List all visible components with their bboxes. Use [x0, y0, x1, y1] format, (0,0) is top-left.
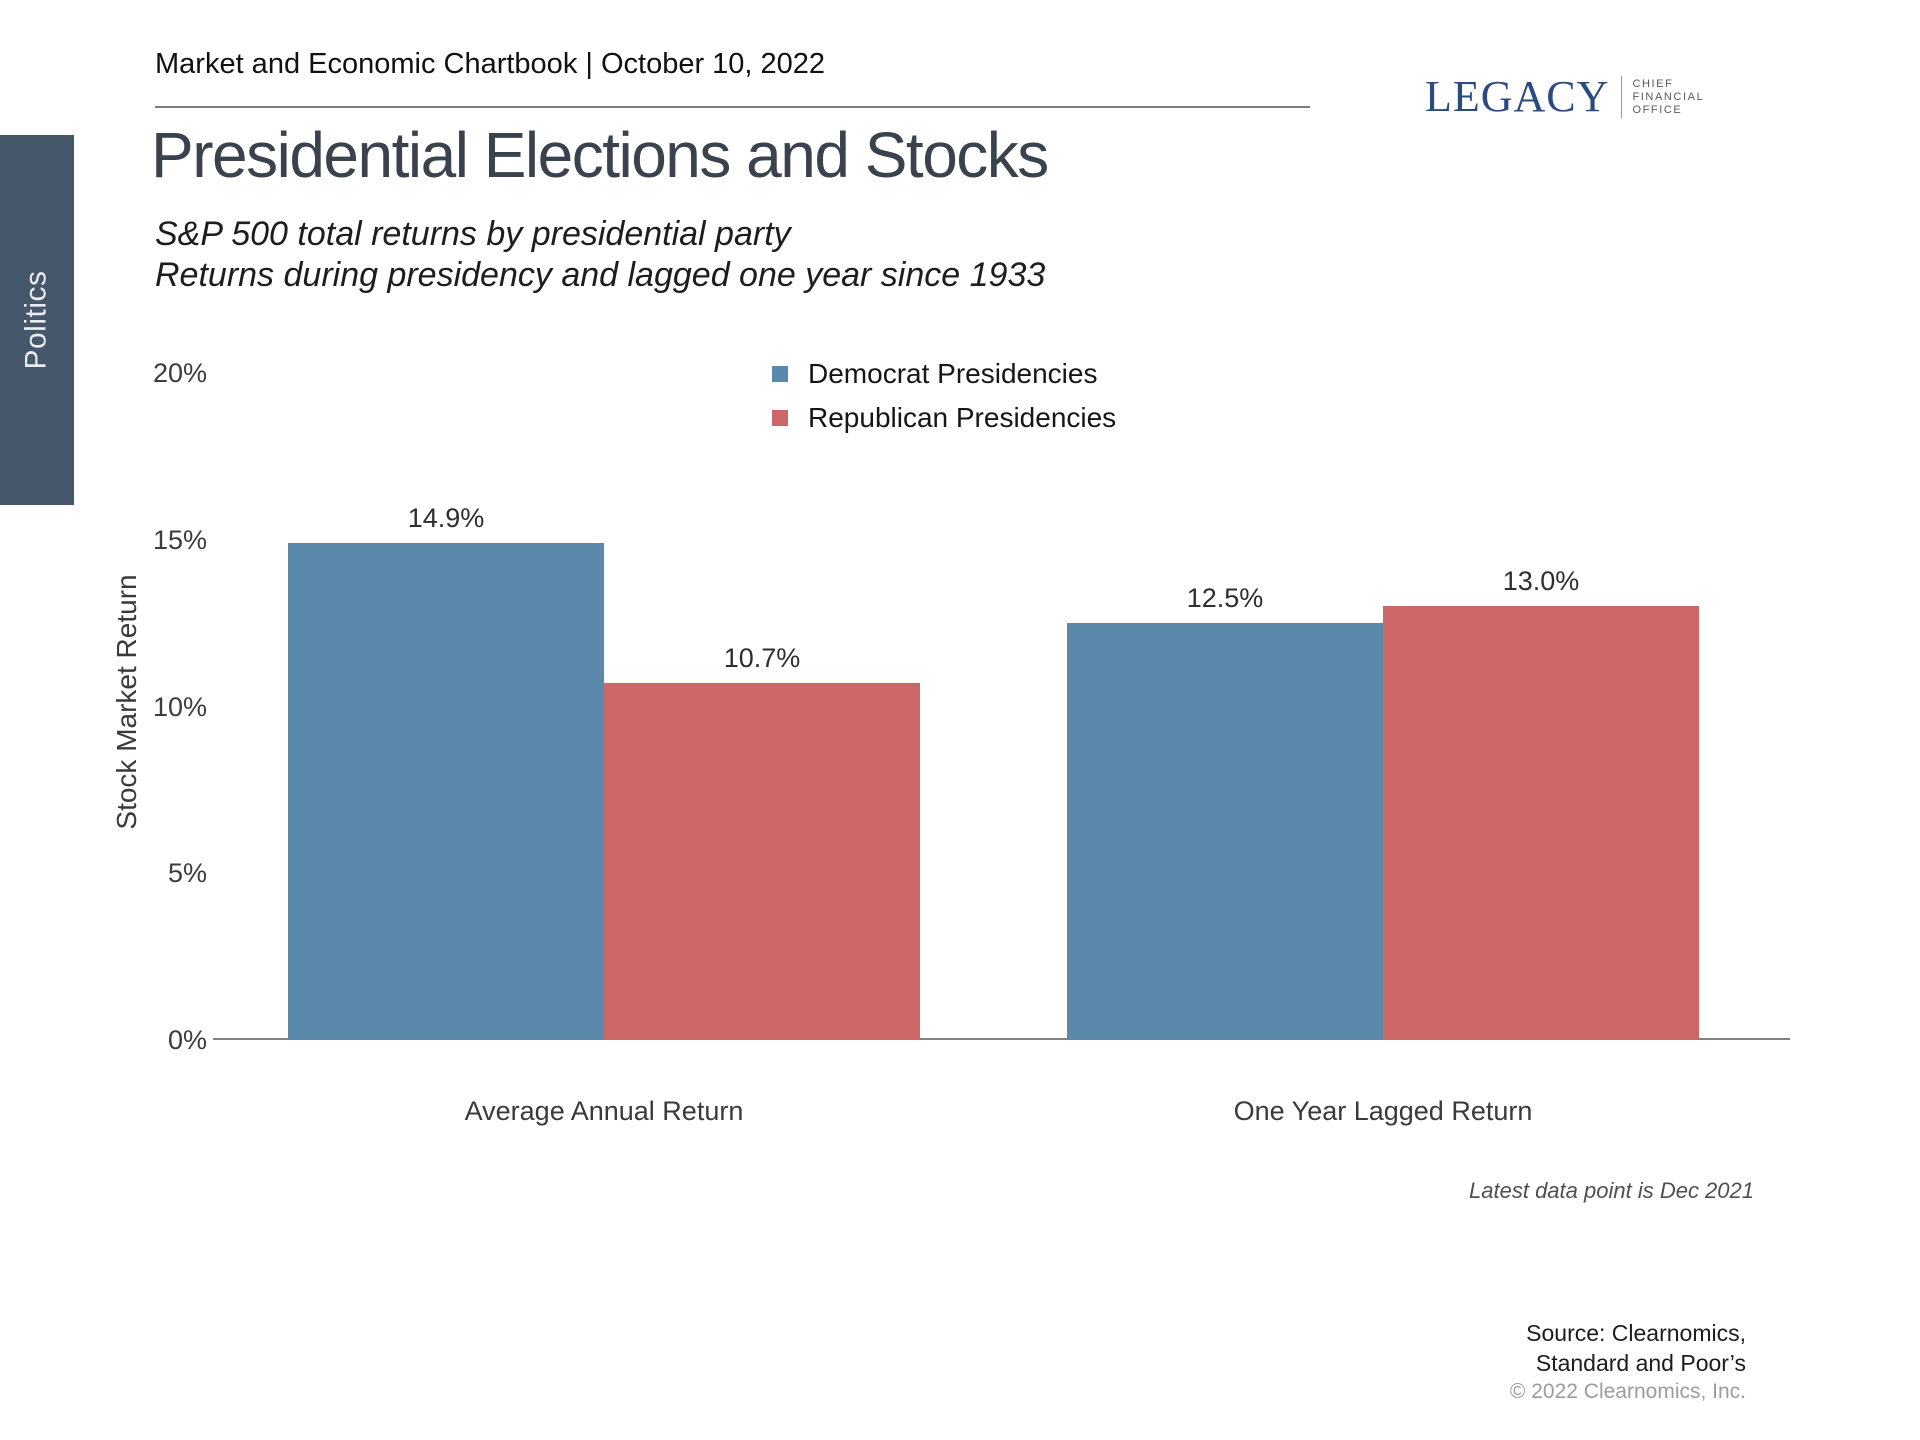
bar-value-label: 14.9% — [407, 503, 485, 533]
bar-republican-presidencies-average-annual-return — [604, 683, 920, 1040]
subtitle-line-2: Returns during presidency and lagged one… — [155, 256, 1046, 294]
bar-value-label: 13.0% — [1502, 566, 1580, 596]
logo-suffix-line: OFFICE — [1632, 103, 1683, 116]
page-title: Presidential Elections and Stocks — [151, 119, 1049, 191]
copyright-line: © 2022 Clearnomics, Inc. — [1509, 1380, 1746, 1403]
democrat-swatch-icon — [772, 366, 788, 382]
source-line-1: Source: Clearnomics, — [1526, 1320, 1746, 1346]
logo-suffix-line: CHIEF — [1632, 77, 1674, 90]
logo-brand-text: LEGACY — [1425, 72, 1610, 121]
y-tick-label: 20% — [152, 358, 207, 388]
x-axis-line — [213, 1038, 1790, 1040]
legend-item-republican: Republican Presidencies — [772, 396, 1116, 440]
y-tick-label: 10% — [152, 692, 207, 722]
logo-suffix-text: CHIEF FINANCIAL OFFICE — [1632, 78, 1704, 117]
sidebar-tab-politics[interactable]: Politics — [0, 135, 74, 505]
bar-democrat-presidencies-one-year-lagged-return — [1067, 623, 1383, 1040]
subtitle-line-1: S&P 500 total returns by presidential pa… — [155, 215, 791, 253]
logo-divider — [1621, 76, 1623, 118]
republican-swatch-icon — [772, 410, 788, 426]
bar-democrat-presidencies-average-annual-return — [288, 543, 604, 1040]
logo-suffix-line: FINANCIAL — [1632, 90, 1705, 103]
chart-legend: Democrat Presidencies Republican Preside… — [772, 352, 1116, 440]
bar-value-label: 10.7% — [723, 643, 801, 673]
legend-label: Republican Presidencies — [808, 402, 1117, 433]
legacy-logo: LEGACY CHIEF FINANCIAL OFFICE — [1425, 72, 1704, 121]
chartbook-header: Market and Economic Chartbook | October … — [155, 48, 826, 80]
source-attribution: Source: Clearnomics, Standard and Poor’s… — [1510, 1318, 1746, 1406]
bar-value-label: 12.5% — [1186, 583, 1264, 613]
legend-item-democrat: Democrat Presidencies — [772, 352, 1116, 396]
y-tick-label: 0% — [167, 1025, 207, 1055]
latest-data-note: Latest data point is Dec 2021 — [1469, 1178, 1754, 1203]
source-line-2: Standard and Poor’s — [1535, 1350, 1746, 1376]
bar-republican-presidencies-one-year-lagged-return — [1383, 606, 1699, 1040]
x-category-label: One Year Lagged Return — [1233, 1096, 1533, 1126]
x-category-label: Average Annual Return — [464, 1096, 744, 1126]
y-tick-label: 15% — [152, 525, 207, 555]
legend-label: Democrat Presidencies — [808, 358, 1098, 389]
chart-subtitle: S&P 500 total returns by presidential pa… — [155, 214, 1045, 296]
header-divider — [155, 106, 1310, 108]
y-tick-label: 5% — [167, 858, 207, 888]
